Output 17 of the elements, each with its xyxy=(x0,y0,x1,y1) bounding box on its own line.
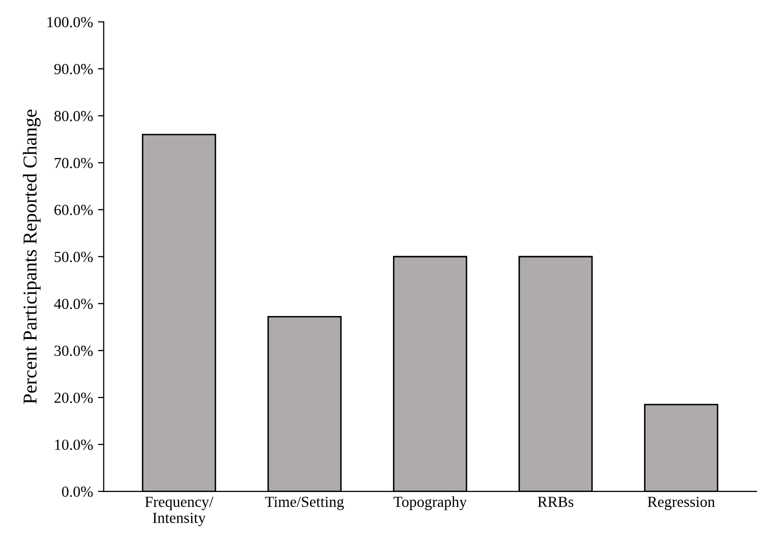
y-tick-label: 100.0% xyxy=(48,16,93,28)
y-tick-label: 10.0% xyxy=(55,440,93,450)
y-tick-label: 50.0% xyxy=(54,252,93,262)
y-tick-label: 90.0% xyxy=(54,64,93,74)
y-tick-label: 70.0% xyxy=(54,158,93,168)
x-tick-label: Time/Setting xyxy=(265,496,344,510)
x-tick-label: RRBs xyxy=(538,496,574,508)
y-tick-label: 20.0% xyxy=(54,392,93,404)
y-tick-label: 40.0% xyxy=(54,298,93,310)
y-axis-title: Percent Participants Reported Change xyxy=(22,110,41,404)
y-tick-label: 60.0% xyxy=(54,204,93,216)
x-tick-label: Regression xyxy=(648,496,715,510)
x-tick-label: Topography xyxy=(394,496,467,510)
y-tick-label: 0.0% xyxy=(62,486,93,497)
x-tick-label: Frequency/ Intensity xyxy=(145,496,214,526)
y-tick-label: 30.0% xyxy=(54,346,93,356)
y-tick-label: 80.0% xyxy=(54,110,93,122)
